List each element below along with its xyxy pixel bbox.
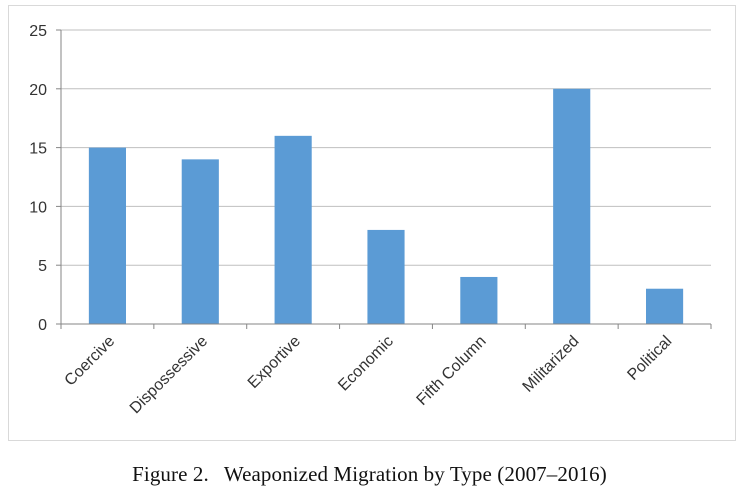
y-tick-label: 20 bbox=[29, 82, 47, 99]
y-tick-label: 25 bbox=[29, 23, 47, 40]
figure-caption-label: Figure 2. bbox=[132, 462, 209, 486]
y-tick-label: 0 bbox=[38, 317, 47, 334]
figure-caption-text: Weaponized Migration by Type (2007–2016) bbox=[223, 462, 607, 486]
bar-exportive bbox=[274, 135, 312, 324]
x-tick-label: Economic bbox=[335, 333, 397, 395]
y-tick-label: 15 bbox=[29, 141, 47, 158]
y-tick-labels: 0 5 10 15 20 25 bbox=[29, 23, 47, 334]
bar-fifth-column bbox=[460, 276, 498, 324]
x-tick-label: Fifth Column bbox=[414, 333, 490, 409]
bar-chart: 0 5 10 15 20 25 Coercive Dispossessive Exportiv… bbox=[29, 23, 712, 417]
bar-political bbox=[646, 288, 684, 324]
x-tick-label: Dispossessive bbox=[127, 333, 211, 417]
y-tick-label: 10 bbox=[29, 199, 47, 216]
bar-economic bbox=[367, 229, 405, 324]
x-tick-label: Political bbox=[624, 333, 675, 384]
figure-caption: Figure 2. Weaponized Migration by Type (… bbox=[0, 462, 739, 487]
gridlines bbox=[61, 29, 711, 266]
chart-frame: 0 5 10 15 20 25 Coercive Dispossessive Exportiv… bbox=[8, 5, 736, 441]
axes bbox=[56, 29, 712, 329]
bars bbox=[88, 88, 684, 324]
bar-dispossessive bbox=[181, 159, 219, 324]
y-tick-label: 5 bbox=[38, 258, 47, 275]
x-tick-label: Coercive bbox=[62, 333, 119, 390]
x-tick-label: Exportive bbox=[245, 333, 304, 392]
bar-militarized bbox=[553, 88, 591, 324]
x-tick-label: Militarized bbox=[520, 333, 583, 396]
x-tick-labels: Coercive Dispossessive Exportive Economic Fi… bbox=[62, 333, 676, 417]
bar-coercive bbox=[88, 147, 126, 324]
